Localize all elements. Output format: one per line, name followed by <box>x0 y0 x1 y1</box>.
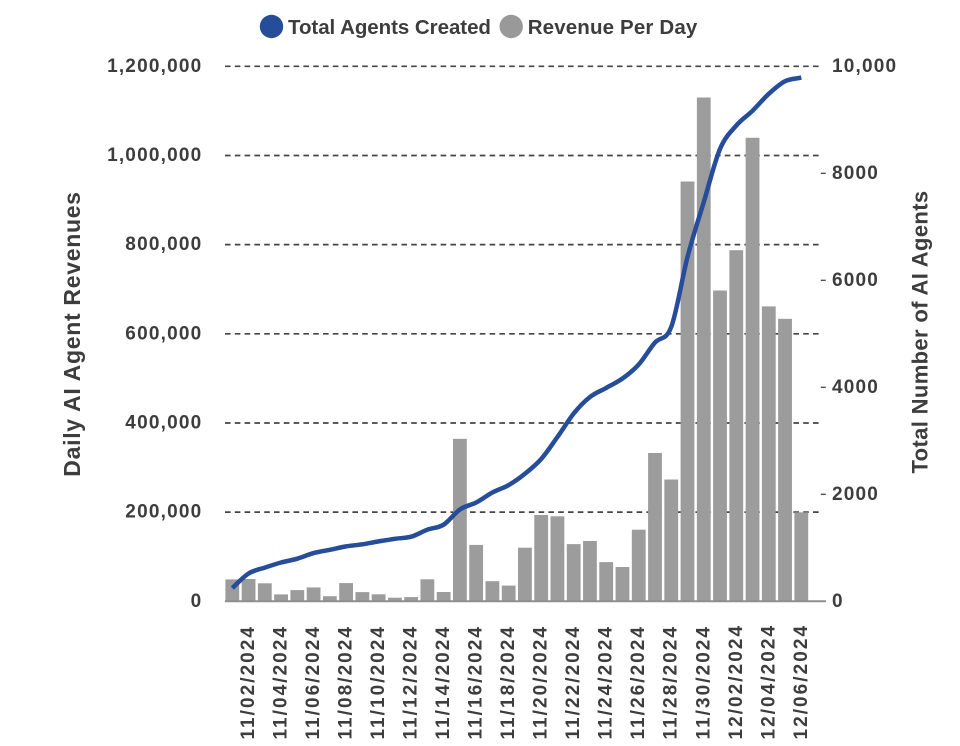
svg-text:11/18/2024: 11/18/2024 <box>498 625 519 740</box>
svg-text:12/06/2024: 12/06/2024 <box>791 624 812 740</box>
svg-text:2000: 2000 <box>832 484 879 505</box>
svg-text:200,000: 200,000 <box>125 502 202 523</box>
svg-text:11/26/2024: 11/26/2024 <box>628 625 649 740</box>
svg-text:1,000,000: 1,000,000 <box>107 145 202 166</box>
svg-text:11/16/2024: 11/16/2024 <box>466 625 487 740</box>
svg-text:Total Agents Created: Total Agents Created <box>288 16 491 39</box>
svg-text:400,000: 400,000 <box>125 413 202 434</box>
svg-text:11/22/2024: 11/22/2024 <box>563 625 584 740</box>
svg-text:600,000: 600,000 <box>125 323 202 344</box>
svg-text:6000: 6000 <box>832 270 879 291</box>
svg-text:11/12/2024: 11/12/2024 <box>401 625 422 740</box>
svg-text:8000: 8000 <box>832 163 879 184</box>
svg-text:11/24/2024: 11/24/2024 <box>596 625 617 740</box>
svg-text:Daily AI Agent Revenues: Daily AI Agent Revenues <box>59 191 85 476</box>
svg-text:11/02/2024: 11/02/2024 <box>238 625 259 740</box>
svg-text:11/14/2024: 11/14/2024 <box>433 625 454 740</box>
svg-text:11/28/2024: 11/28/2024 <box>661 625 682 740</box>
svg-text:11/08/2024: 11/08/2024 <box>336 625 357 740</box>
svg-text:11/30/2024: 11/30/2024 <box>693 625 714 740</box>
svg-text:0: 0 <box>832 591 844 612</box>
svg-text:11/10/2024: 11/10/2024 <box>368 625 389 740</box>
svg-text:10,000: 10,000 <box>832 56 897 77</box>
svg-text:12/02/2024: 12/02/2024 <box>726 624 747 740</box>
svg-text:4000: 4000 <box>832 377 879 398</box>
svg-text:11/20/2024: 11/20/2024 <box>531 625 552 740</box>
svg-text:Total Number of AI Agents: Total Number of AI Agents <box>908 191 933 474</box>
svg-text:11/04/2024: 11/04/2024 <box>271 625 292 740</box>
svg-text:Revenue Per Day: Revenue Per Day <box>528 16 698 39</box>
svg-text:1,200,000: 1,200,000 <box>107 56 202 77</box>
svg-text:12/04/2024: 12/04/2024 <box>758 624 779 740</box>
svg-text:11/06/2024: 11/06/2024 <box>303 625 324 740</box>
svg-text:0: 0 <box>191 591 203 612</box>
svg-text:800,000: 800,000 <box>125 234 202 255</box>
